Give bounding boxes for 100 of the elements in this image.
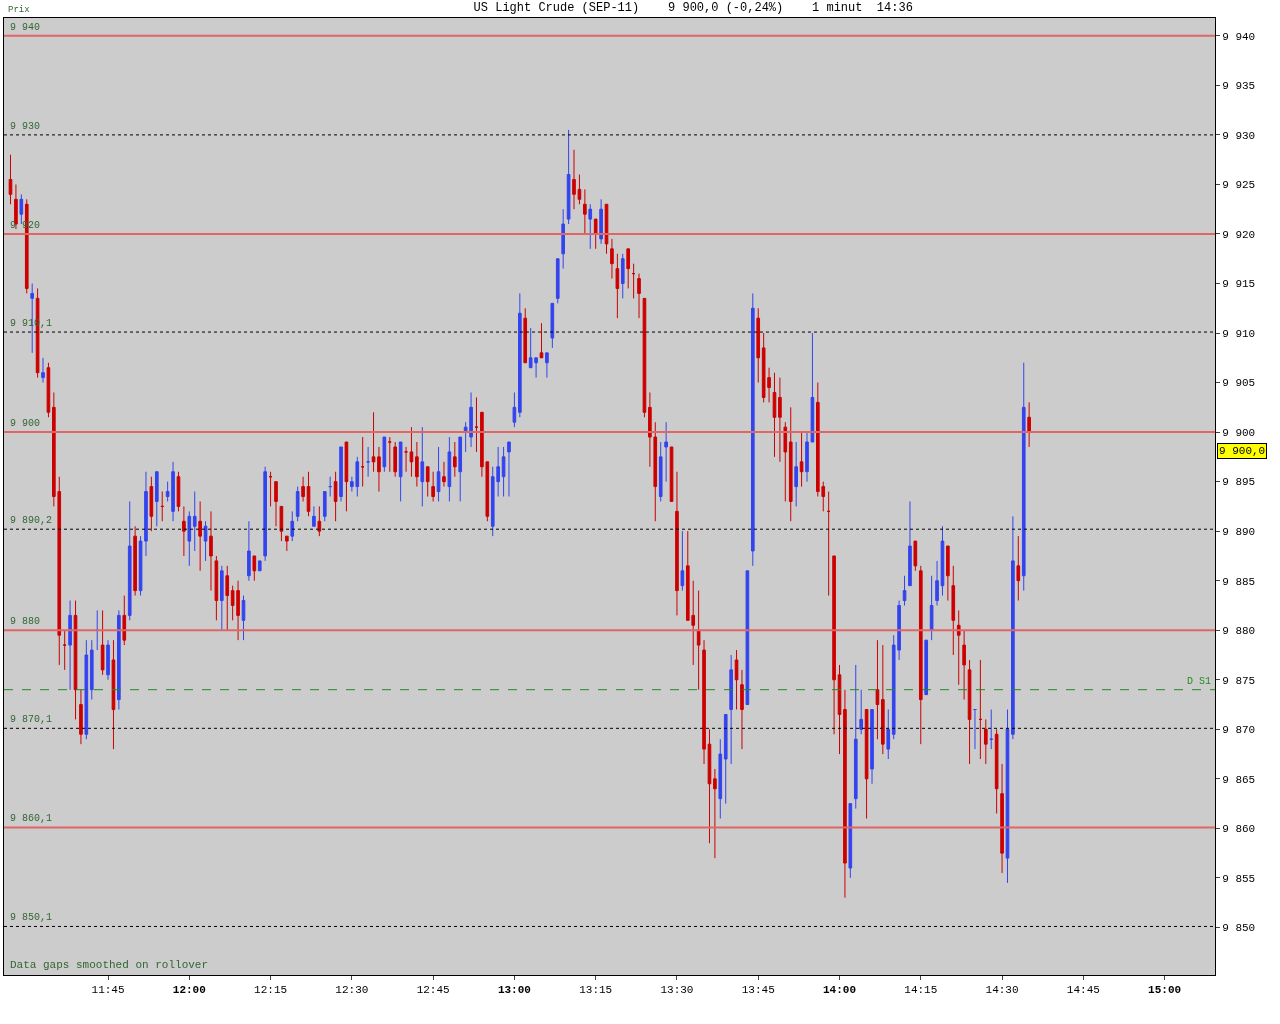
candlestick <box>198 500 202 572</box>
y-tick-label: 9 865 <box>1222 773 1256 786</box>
candlestick <box>1021 362 1026 592</box>
candlestick <box>290 510 295 542</box>
candlestick <box>360 436 365 488</box>
candlestick <box>225 565 230 631</box>
y-tick-label: 9 855 <box>1222 872 1256 885</box>
candlestick <box>133 525 137 597</box>
candlestick <box>859 689 864 735</box>
y-tick-label: 9 880 <box>1222 625 1256 638</box>
candlestick <box>1016 535 1021 602</box>
candlestick <box>637 273 641 319</box>
ref-line-label: 9 890,2 <box>10 515 53 526</box>
candlestick <box>843 689 847 899</box>
candlestick <box>929 575 934 641</box>
candlestick <box>696 590 701 691</box>
ref-line-label: 9 940 <box>10 22 41 33</box>
candlestick <box>518 292 522 418</box>
candlestick <box>160 491 165 522</box>
candlestick <box>702 639 706 765</box>
candlestick <box>794 441 798 507</box>
candlestick <box>946 545 950 602</box>
candlestick <box>203 520 208 562</box>
candlestick <box>799 431 804 488</box>
x-tick-label: 14:30 <box>985 984 1019 997</box>
candlestick <box>19 193 24 225</box>
candlestick <box>956 609 961 686</box>
candlestick <box>718 738 723 819</box>
candlestick <box>274 481 278 527</box>
candlestick <box>41 357 45 384</box>
candlestick <box>935 560 939 606</box>
ref-line-label: 9 850,1 <box>10 912 53 923</box>
y-tick-label: 9 900 <box>1222 426 1256 439</box>
candlestick <box>1011 515 1015 740</box>
candlestick <box>610 238 614 280</box>
candlestick <box>902 575 907 606</box>
y-tick-label: 9 890 <box>1222 526 1256 539</box>
candlestick <box>837 664 842 755</box>
candlestick <box>111 639 116 750</box>
candlestick <box>431 471 435 502</box>
candlestick <box>940 525 945 597</box>
candlestick <box>295 486 300 522</box>
candlestick <box>723 713 728 805</box>
candlestick <box>555 258 560 304</box>
candlestick <box>285 535 289 552</box>
candlestick <box>366 446 370 478</box>
candlestick <box>853 664 858 810</box>
y-tick-label: 9 905 <box>1222 377 1256 390</box>
candlestick <box>344 441 349 512</box>
candlestick <box>322 491 327 522</box>
y-axis-title: Prix <box>8 5 30 15</box>
candlestick <box>474 396 479 453</box>
candlestick <box>913 540 918 572</box>
candlestick <box>989 709 994 750</box>
candlestick <box>214 555 219 621</box>
x-tick-label: 14:00 <box>823 984 857 997</box>
candlestick <box>599 198 603 245</box>
candlestick <box>192 491 197 552</box>
candlestick <box>978 659 983 760</box>
ref-line-label: 9 930 <box>10 121 41 132</box>
candlestick <box>62 629 67 671</box>
candlestick <box>89 639 94 701</box>
candlestick <box>301 476 305 502</box>
candlestick <box>154 471 159 527</box>
candlestick <box>626 248 631 289</box>
candlestick <box>713 768 717 859</box>
candlestick <box>387 436 392 473</box>
candlestick <box>734 649 739 710</box>
candlestick <box>1000 763 1004 874</box>
candlestick <box>333 471 338 522</box>
candlestick <box>750 292 755 567</box>
x-tick-label: 13:30 <box>660 984 694 997</box>
candlestick <box>680 530 685 592</box>
candlestick <box>756 307 761 384</box>
x-tick-label: 15:00 <box>1148 984 1182 997</box>
candlestick <box>561 208 565 270</box>
candlestick <box>452 441 457 478</box>
candlestick <box>279 505 284 542</box>
candlestick <box>967 659 972 765</box>
y-tick-label: 9 935 <box>1222 80 1256 93</box>
chart-title: US Light Crude (SEP-11) 9 900,0 (-0,24%) 1 minut 14:36 <box>473 1 913 16</box>
candlestick <box>740 669 744 750</box>
y-tick-label: 9 875 <box>1222 674 1256 687</box>
y-tick-label: 9 870 <box>1222 724 1256 737</box>
candlestick <box>46 362 51 418</box>
candlestick <box>631 263 636 299</box>
candlestick <box>545 352 549 379</box>
candlestick <box>566 129 571 225</box>
y-tick-label: 9 910 <box>1222 327 1256 340</box>
y-tick-label: 9 925 <box>1222 179 1256 192</box>
candlestick <box>501 446 506 497</box>
candlestick <box>620 253 625 299</box>
candlestick <box>707 728 712 844</box>
candlestick <box>729 654 733 765</box>
candlestick <box>415 441 419 488</box>
x-tick-label: 12:45 <box>416 984 450 997</box>
candlestick <box>983 718 988 765</box>
candlestick <box>409 426 414 478</box>
candlestick <box>675 471 679 616</box>
candlestick <box>512 391 517 428</box>
